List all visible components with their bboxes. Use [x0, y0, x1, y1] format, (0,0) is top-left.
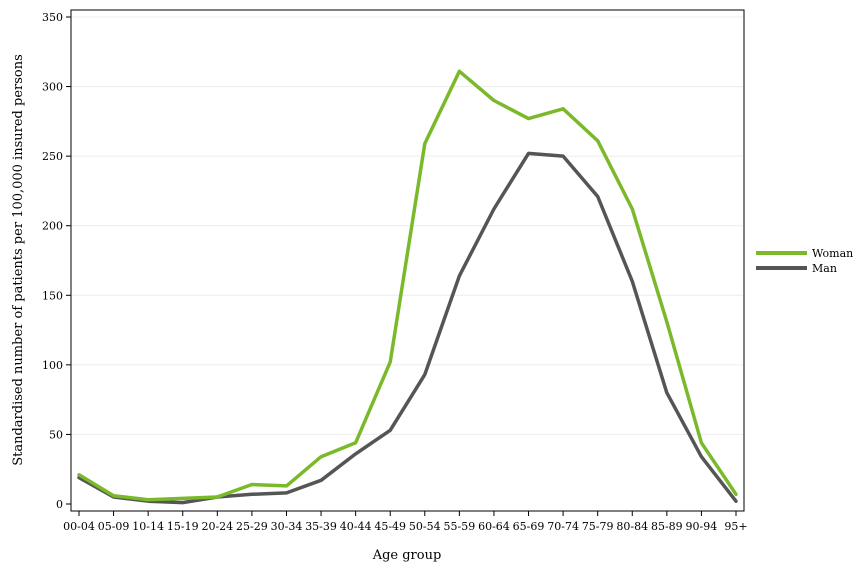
x-tick-label: 50-54 — [409, 520, 441, 533]
gridlines — [72, 16, 743, 435]
x-tick-label: 90-94 — [686, 520, 718, 533]
x-tick-label: 80-84 — [616, 520, 648, 533]
legend-label-woman: Woman — [812, 247, 853, 260]
series-line-man — [77, 151, 738, 505]
x-tick-label: 25-29 — [236, 520, 268, 533]
x-tick-label: 55-59 — [444, 520, 476, 533]
legend: Woman Man — [756, 247, 853, 275]
x-tick-label: 05-09 — [98, 520, 130, 533]
x-tick-label: 70-74 — [547, 520, 579, 533]
x-tick-label: 75-79 — [582, 520, 614, 533]
y-tick-label: 350 — [42, 11, 63, 24]
series-lines — [77, 69, 738, 505]
x-tick-label: 45-49 — [374, 520, 406, 533]
x-tick-label: 15-19 — [167, 520, 199, 533]
y-tick-label: 250 — [42, 150, 63, 163]
y-tick-label: 300 — [42, 81, 63, 94]
legend-label-man: Man — [812, 262, 837, 275]
x-tick-label: 85-89 — [651, 520, 683, 533]
x-tick-label: 30-34 — [271, 520, 303, 533]
x-axis: 00-04 05-09 10-14 15-19 20-24 25-29 30-34 35-39… — [63, 511, 748, 533]
x-tick-label: 95+ — [724, 520, 747, 533]
x-tick-label: 10-14 — [132, 520, 164, 533]
x-tick-label: 00-04 — [63, 520, 95, 533]
series-line-woman — [77, 69, 738, 502]
x-tick-label: 35-39 — [305, 520, 337, 533]
y-axis: 0 50 100 150 200 250 300 350 — [42, 11, 71, 511]
y-tick-label: 150 — [42, 289, 63, 302]
x-tick-label: 65-69 — [513, 520, 545, 533]
y-tick-label: 0 — [56, 498, 63, 511]
y-axis-title: Standardised number of patients per 100,… — [11, 54, 26, 466]
y-tick-label: 100 — [42, 359, 63, 372]
x-tick-label: 60-64 — [478, 520, 510, 533]
x-tick-label: 40-44 — [340, 520, 372, 533]
y-tick-label: 50 — [49, 428, 63, 441]
x-axis-title: Age group — [372, 548, 442, 563]
x-tick-label: 20-24 — [201, 520, 233, 533]
y-tick-label: 200 — [42, 220, 63, 233]
